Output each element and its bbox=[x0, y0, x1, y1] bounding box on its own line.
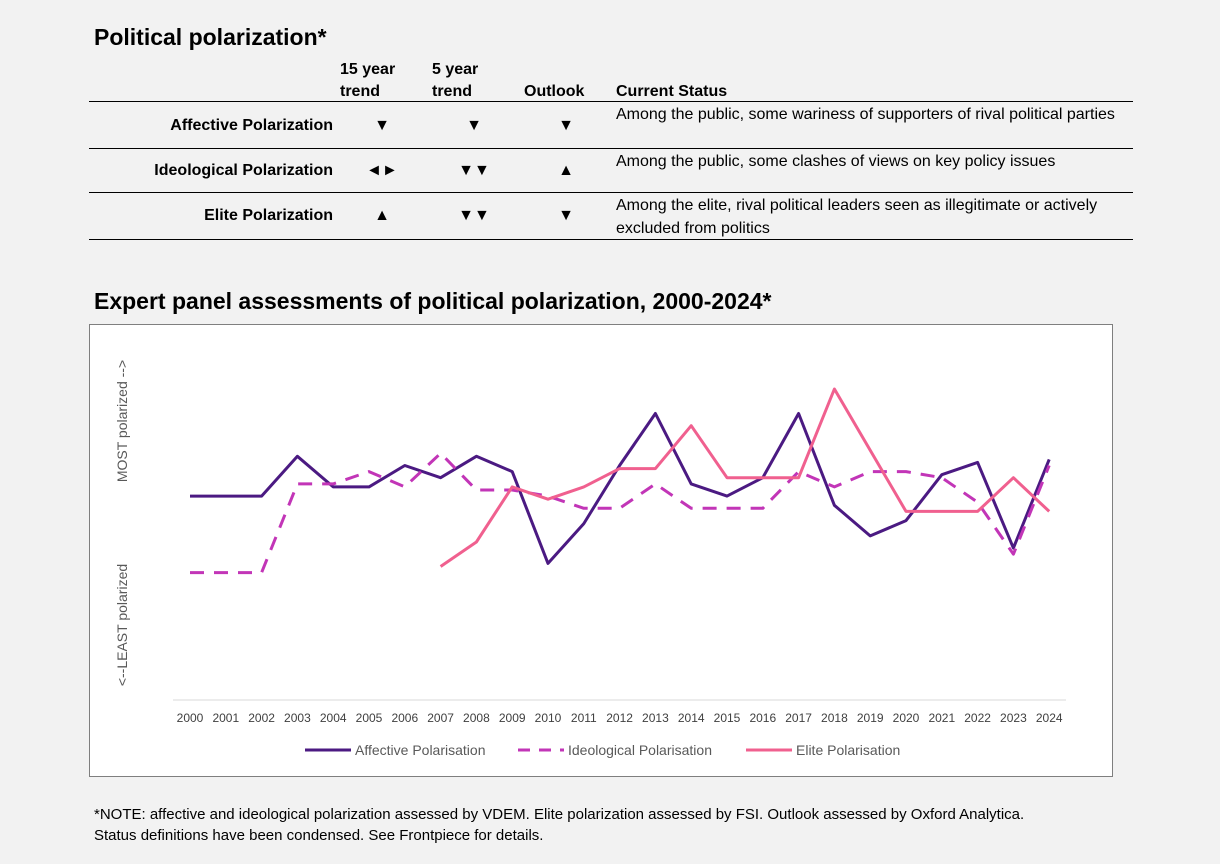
header-current-status: Current Status bbox=[616, 83, 728, 100]
trend5-ideological: ▼▼ bbox=[458, 162, 490, 179]
series-line-affective-polarisation bbox=[190, 412, 1051, 565]
table-rule bbox=[89, 148, 1133, 149]
row-label-elite: Elite Polarization bbox=[204, 207, 333, 224]
trend5-elite: ▼▼ bbox=[458, 207, 490, 224]
x-tick-label: 2017 bbox=[785, 711, 812, 725]
x-tick-label: 2014 bbox=[678, 711, 705, 725]
header-5-year-line2: trend bbox=[432, 83, 472, 100]
y-label-least: <--LEAST polarized bbox=[114, 564, 130, 686]
legend-label: Affective Polarisation bbox=[355, 742, 485, 758]
row-label-affective: Affective Polarization bbox=[170, 117, 333, 134]
row-label-ideological: Ideological Polarization bbox=[154, 162, 333, 179]
table-rule bbox=[89, 239, 1133, 240]
x-tick-label: 2016 bbox=[749, 711, 776, 725]
trend15-elite: ▲ bbox=[374, 207, 390, 224]
x-tick-label: 2008 bbox=[463, 711, 490, 725]
trend5-affective: ▼ bbox=[466, 117, 482, 134]
x-tick-label: 2010 bbox=[535, 711, 562, 725]
chart-section-title: Expert panel assessments of political po… bbox=[94, 288, 772, 314]
trend15-affective: ▼ bbox=[374, 117, 390, 134]
x-tick-label: 2023 bbox=[1000, 711, 1027, 725]
x-tick-label: 2000 bbox=[177, 711, 204, 725]
table-rule bbox=[89, 192, 1133, 193]
x-tick-label: 2009 bbox=[499, 711, 526, 725]
x-tick-label: 2018 bbox=[821, 711, 848, 725]
status-ideological: Among the public, some clashes of views … bbox=[616, 153, 1056, 170]
series-line-elite-polarisation bbox=[439, 387, 1051, 568]
line-chart: 2000 2001 2002 2003 2004 2005 2006 2007 2008 2009… bbox=[114, 360, 1066, 758]
y-label-most: MOST polarized --> bbox=[114, 360, 130, 482]
footnote-line2: Status definitions have been condensed. … bbox=[94, 827, 544, 844]
x-tick-label: 2006 bbox=[391, 711, 418, 725]
header-15-year-trend: 15 year trend bbox=[340, 59, 395, 103]
status-affective: Among the public, some wariness of suppo… bbox=[616, 106, 1115, 123]
legend-label: Elite Polarisation bbox=[796, 742, 900, 758]
x-tick-label: 2002 bbox=[248, 711, 275, 725]
footnote-line1: *NOTE: affective and ideological polariz… bbox=[94, 806, 1025, 823]
header-outlook: Outlook bbox=[524, 83, 585, 100]
x-tick-label: 2019 bbox=[857, 711, 884, 725]
x-tick-label: 2015 bbox=[714, 711, 741, 725]
status-elite: Among the elite, rival political leaders… bbox=[616, 197, 1098, 237]
outlook-ideological: ▲ bbox=[558, 162, 574, 179]
x-tick-label: 2004 bbox=[320, 711, 347, 725]
x-tick-label: 2001 bbox=[212, 711, 239, 725]
x-tick-label: 2011 bbox=[571, 711, 597, 725]
polarization-table-title: Political polarization* bbox=[94, 24, 327, 50]
series-line-ideological-polarisation bbox=[190, 451, 1051, 575]
outlook-elite: ▼ bbox=[558, 207, 574, 224]
x-tick-label: 2007 bbox=[427, 711, 454, 725]
x-tick-label: 2003 bbox=[284, 711, 311, 725]
x-tick-label: 2021 bbox=[928, 711, 955, 725]
header-5-year-trend: 5 year trend bbox=[432, 59, 478, 103]
legend-label: Ideological Polarisation bbox=[568, 742, 712, 758]
x-tick-label: 2005 bbox=[356, 711, 383, 725]
x-tick-label: 2020 bbox=[893, 711, 920, 725]
x-tick-label: 2022 bbox=[964, 711, 991, 725]
footnote: *NOTE: affective and ideological polariz… bbox=[94, 804, 1154, 846]
x-tick-label: 2024 bbox=[1036, 711, 1063, 725]
header-15-year-line1: 15 year bbox=[340, 61, 396, 78]
x-tick-label: 2013 bbox=[642, 711, 669, 725]
x-tick-label: 2012 bbox=[606, 711, 633, 725]
table-rule bbox=[89, 101, 1133, 102]
header-5-year-line1: 5 year bbox=[432, 61, 479, 78]
outlook-affective: ▼ bbox=[558, 117, 574, 134]
header-15-year-line2: trend bbox=[340, 83, 380, 100]
trend15-ideological: ◄► bbox=[366, 162, 398, 179]
chart-container: 2000 2001 2002 2003 2004 2005 2006 2007 2008 2009… bbox=[89, 324, 1113, 777]
